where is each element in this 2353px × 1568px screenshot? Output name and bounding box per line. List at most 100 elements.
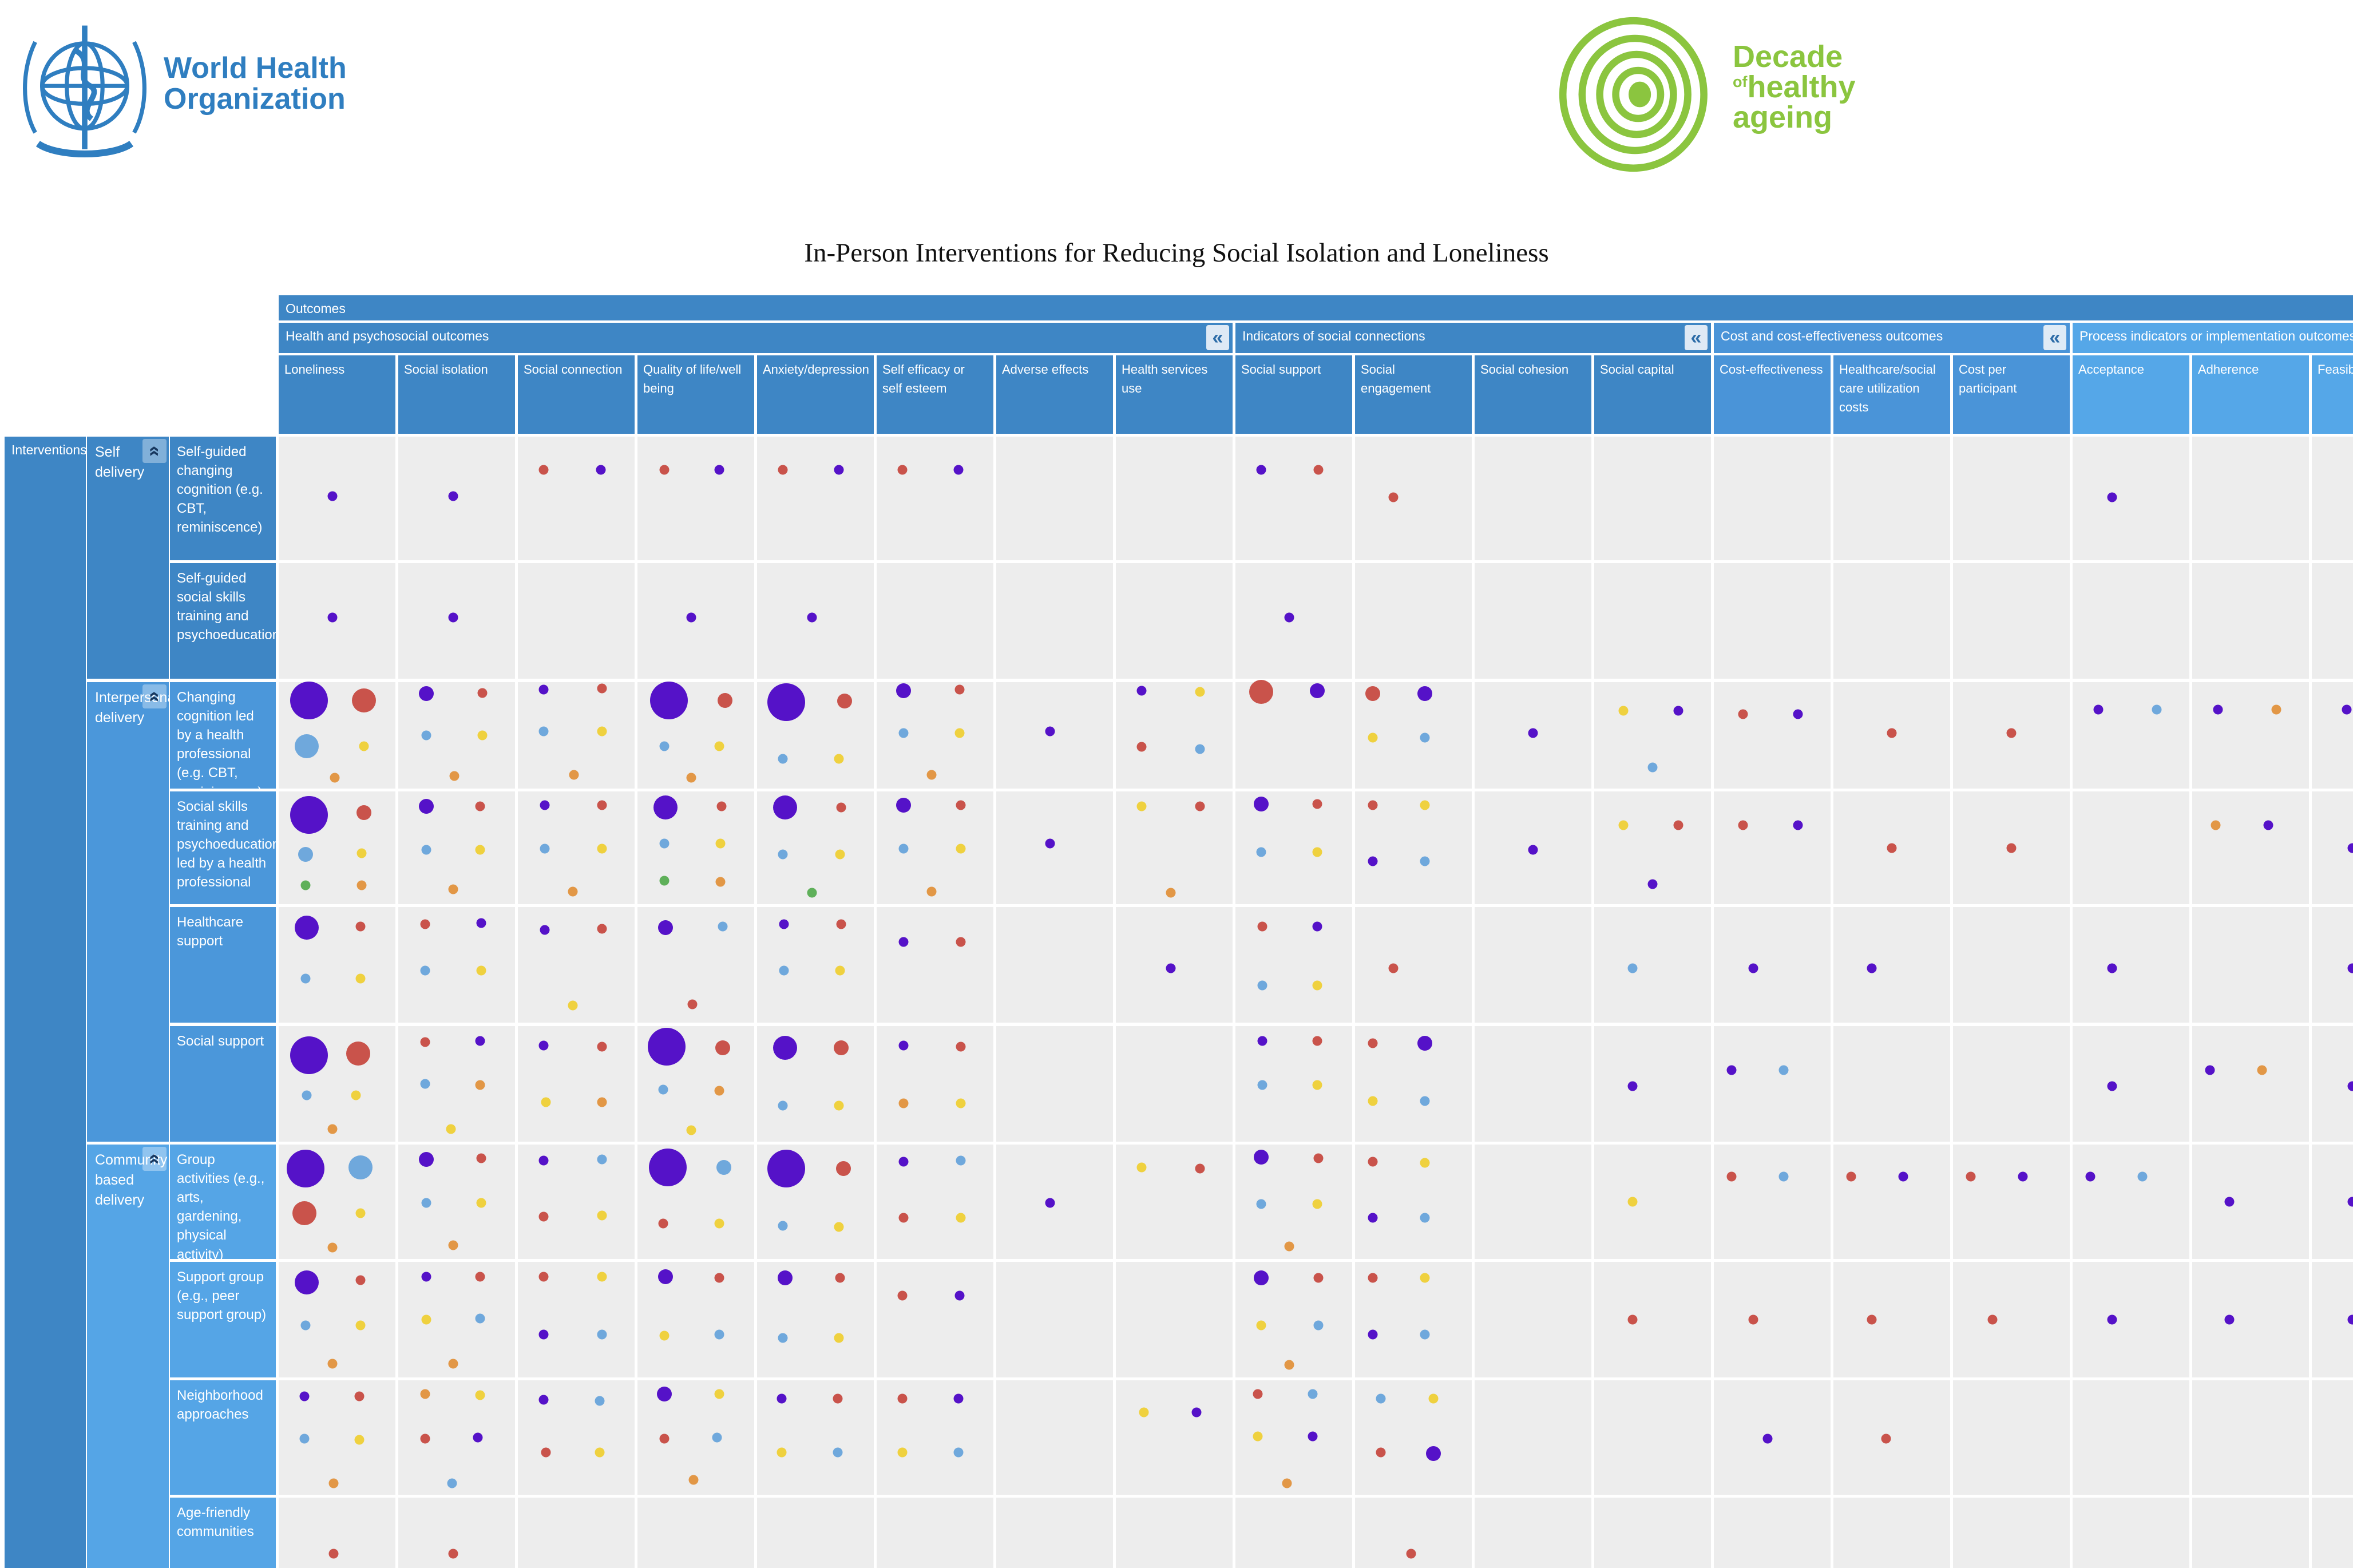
evidence-bubble-b[interactable] (421, 845, 431, 855)
evidence-bubble-r[interactable] (954, 684, 965, 695)
evidence-bubble-o[interactable] (1284, 1360, 1294, 1370)
evidence-bubble-y[interactable] (1420, 800, 1430, 810)
evidence-bubble-p[interactable] (2107, 492, 2117, 502)
evidence-bubble-b[interactable] (421, 730, 431, 741)
evidence-bubble-p[interactable] (898, 937, 909, 947)
evidence-bubble-r[interactable] (897, 1290, 908, 1301)
evidence-bubble-r[interactable] (1195, 801, 1205, 811)
evidence-bubble-b[interactable] (1257, 980, 1267, 991)
evidence-bubble-r[interactable] (1726, 1171, 1737, 1182)
evidence-bubble-r[interactable] (956, 937, 966, 947)
evidence-bubble-r[interactable] (1673, 820, 1683, 830)
evidence-bubble-r[interactable] (2006, 728, 2017, 738)
evidence-bubble-r[interactable] (835, 1273, 845, 1283)
evidence-bubble-p[interactable] (2018, 1171, 2028, 1182)
evidence-bubble-b[interactable] (294, 734, 319, 758)
evidence-bubble-p[interactable] (1191, 1407, 1202, 1417)
row-group-0[interactable]: Self delivery (87, 437, 169, 679)
evidence-bubble-p[interactable] (1898, 1171, 1908, 1182)
evidence-bubble-r[interactable] (1388, 963, 1399, 973)
evidence-bubble-y[interactable] (834, 1100, 844, 1111)
evidence-bubble-o[interactable] (356, 880, 367, 890)
evidence-bubble-p[interactable] (1417, 686, 1433, 702)
evidence-bubble-b[interactable] (1778, 1065, 1789, 1075)
evidence-bubble-p[interactable] (656, 1387, 672, 1401)
evidence-bubble-p[interactable] (1368, 1329, 1378, 1340)
evidence-bubble-p[interactable] (538, 1155, 549, 1166)
evidence-bubble-r[interactable] (597, 1042, 607, 1052)
evidence-bubble-p[interactable] (896, 797, 911, 813)
evidence-bubble-p[interactable] (540, 800, 550, 810)
evidence-bubble-r[interactable] (1368, 800, 1378, 810)
evidence-bubble-p[interactable] (327, 491, 338, 501)
evidence-bubble-b[interactable] (299, 1434, 310, 1444)
evidence-bubble-b[interactable] (1195, 744, 1205, 754)
evidence-bubble-p[interactable] (1368, 1213, 1378, 1223)
evidence-bubble-p[interactable] (1284, 612, 1294, 623)
evidence-bubble-r[interactable] (351, 688, 376, 712)
evidence-bubble-o[interactable] (898, 1098, 909, 1108)
evidence-bubble-y[interactable] (597, 1272, 607, 1282)
evidence-bubble-y[interactable] (1428, 1393, 1439, 1404)
evidence-bubble-o[interactable] (327, 1124, 338, 1134)
evidence-bubble-r[interactable] (538, 465, 549, 475)
evidence-bubble-y[interactable] (597, 726, 607, 737)
evidence-bubble-p[interactable] (596, 465, 606, 475)
evidence-bubble-b[interactable] (298, 847, 313, 862)
evidence-bubble-b[interactable] (716, 1160, 731, 1175)
evidence-bubble-p[interactable] (773, 795, 797, 819)
evidence-bubble-p[interactable] (2347, 1314, 2353, 1325)
evidence-bubble-p[interactable] (299, 1391, 310, 1401)
evidence-bubble-p[interactable] (2093, 704, 2104, 715)
evidence-bubble-p[interactable] (648, 1028, 686, 1066)
evidence-bubble-p[interactable] (418, 798, 434, 814)
evidence-bubble-b[interactable] (718, 921, 728, 932)
evidence-bubble-o[interactable] (448, 884, 458, 894)
evidence-bubble-o[interactable] (569, 770, 579, 780)
evidence-bubble-p[interactable] (2224, 1197, 2235, 1207)
row-group-1[interactable]: Interpersonal delivery (87, 682, 169, 1142)
evidence-bubble-p[interactable] (2205, 1065, 2215, 1075)
evidence-bubble-p[interactable] (953, 465, 964, 475)
evidence-bubble-y[interactable] (355, 1208, 366, 1218)
evidence-bubble-y[interactable] (597, 1210, 607, 1221)
evidence-bubble-p[interactable] (476, 918, 486, 928)
evidence-bubble-r[interactable] (538, 1211, 549, 1222)
evidence-bubble-r[interactable] (1376, 1447, 1386, 1458)
evidence-bubble-o[interactable] (2271, 704, 2281, 715)
evidence-bubble-r[interactable] (356, 805, 371, 821)
evidence-bubble-y[interactable] (595, 1447, 605, 1458)
evidence-bubble-y[interactable] (476, 965, 486, 976)
evidence-bubble-p[interactable] (953, 1393, 964, 1404)
evidence-bubble-r[interactable] (420, 1434, 430, 1444)
evidence-bubble-b[interactable] (778, 849, 788, 860)
evidence-bubble-b[interactable] (833, 1447, 843, 1458)
evidence-bubble-r[interactable] (292, 1201, 316, 1225)
evidence-bubble-p[interactable] (2263, 820, 2273, 830)
evidence-bubble-p[interactable] (1368, 856, 1378, 866)
evidence-bubble-r[interactable] (687, 999, 698, 1009)
evidence-bubble-r[interactable] (1887, 728, 1897, 738)
evidence-bubble-p[interactable] (714, 465, 724, 475)
evidence-bubble-p[interactable] (1257, 1036, 1267, 1046)
evidence-bubble-p[interactable] (1256, 465, 1266, 475)
evidence-bubble-p[interactable] (448, 491, 458, 501)
evidence-bubble-b[interactable] (538, 726, 549, 737)
evidence-bubble-r[interactable] (597, 924, 607, 934)
evidence-bubble-p[interactable] (2224, 1314, 2235, 1325)
evidence-bubble-y[interactable] (351, 1090, 361, 1100)
evidence-bubble-o[interactable] (926, 886, 937, 897)
evidence-bubble-y[interactable] (1627, 1197, 1638, 1207)
evidence-bubble-y[interactable] (568, 1000, 578, 1011)
evidence-bubble-y[interactable] (1420, 1273, 1430, 1283)
evidence-bubble-o[interactable] (568, 886, 578, 897)
evidence-bubble-p[interactable] (2107, 1314, 2117, 1325)
evidence-bubble-r[interactable] (716, 801, 727, 811)
collapse-up-icon[interactable]: « (142, 684, 167, 708)
evidence-bubble-y[interactable] (777, 1447, 787, 1458)
evidence-bubble-y[interactable] (355, 1320, 366, 1331)
evidence-bubble-p[interactable] (2107, 1081, 2117, 1091)
evidence-bubble-p[interactable] (1425, 1446, 1441, 1461)
evidence-bubble-p[interactable] (1793, 709, 1803, 719)
evidence-bubble-y[interactable] (835, 965, 845, 976)
